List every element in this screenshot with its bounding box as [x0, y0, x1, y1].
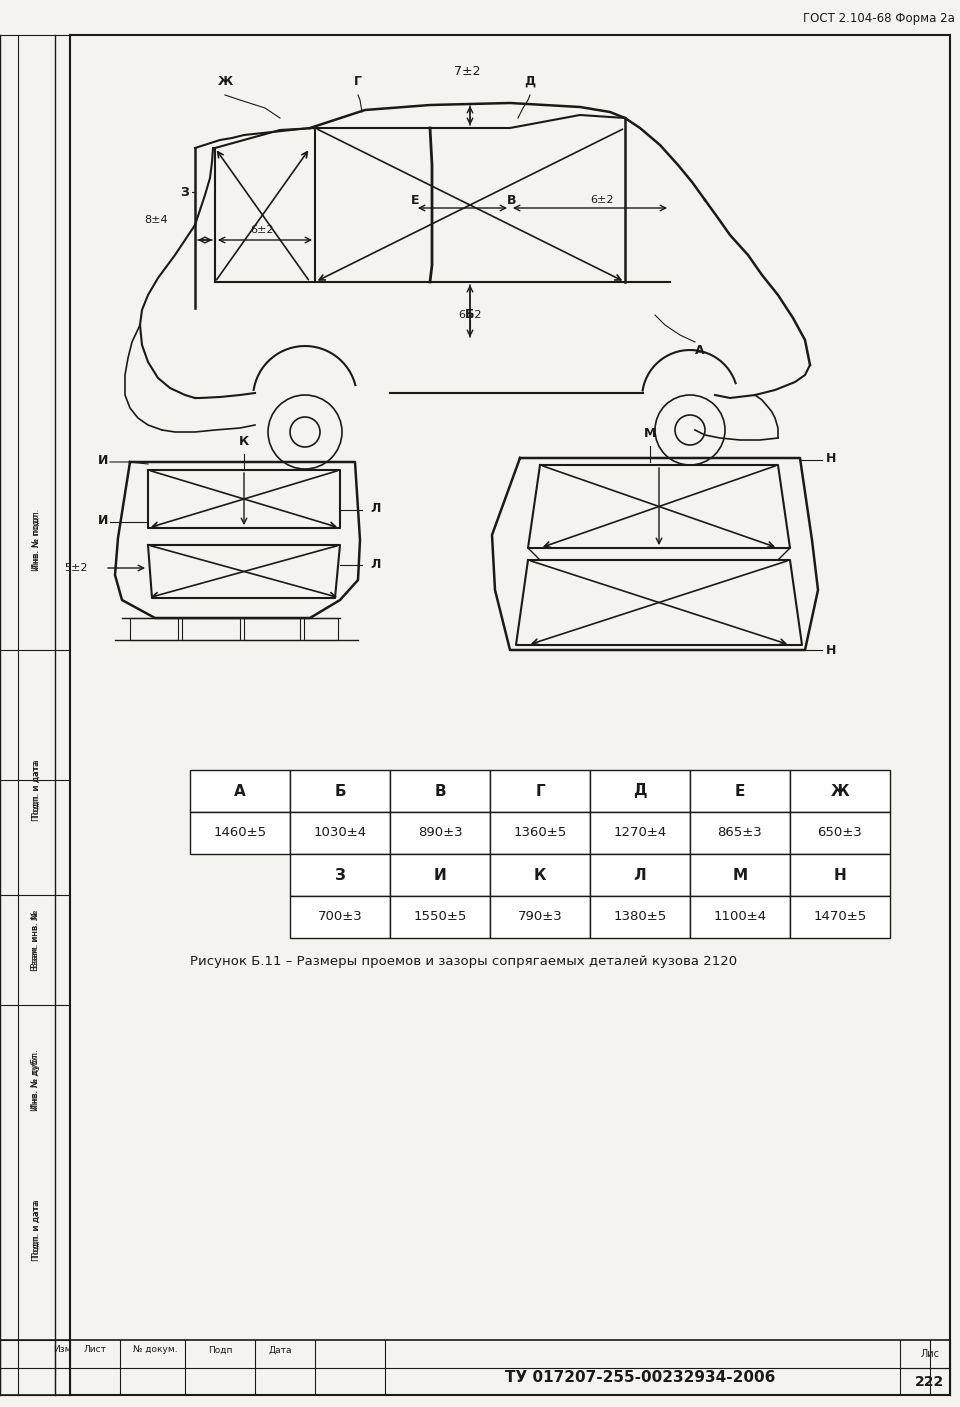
- Text: Д: Д: [634, 784, 647, 799]
- Text: Ж: Ж: [217, 75, 232, 89]
- Text: 5±2: 5±2: [64, 563, 88, 573]
- Text: М: М: [644, 426, 657, 440]
- Text: 890±3: 890±3: [418, 826, 463, 840]
- Text: № докум.: № докум.: [132, 1345, 178, 1355]
- Text: Н: Н: [826, 643, 836, 657]
- Text: 6±2: 6±2: [458, 310, 482, 319]
- Text: В: В: [434, 784, 445, 799]
- Text: Л: Л: [634, 868, 646, 882]
- Text: М: М: [732, 868, 748, 882]
- Bar: [790, 770, 890, 812]
- Text: В: В: [507, 194, 516, 207]
- Bar: [790, 896, 890, 938]
- Text: Лист: Лист: [84, 1345, 107, 1355]
- Bar: [590, 854, 690, 896]
- Text: 8±4: 8±4: [144, 215, 168, 225]
- Bar: [690, 812, 790, 854]
- Text: И: И: [98, 514, 108, 526]
- Text: 6±2: 6±2: [251, 225, 274, 235]
- Text: Подп. и дата: Подп. и дата: [32, 1199, 40, 1261]
- Text: И: И: [98, 453, 108, 467]
- Text: 650±3: 650±3: [818, 826, 862, 840]
- Text: Инв. № подл.: Инв. № подл.: [32, 511, 40, 568]
- Text: Взам. инв. №: Взам. инв. №: [32, 909, 40, 971]
- Text: Подп. и дата: Подп. и дата: [32, 760, 40, 820]
- Bar: [290, 896, 390, 938]
- Text: Лис: Лис: [921, 1349, 940, 1359]
- Bar: [390, 812, 490, 854]
- Text: Взам. инв. №: Взам. инв. №: [32, 912, 40, 968]
- Text: Б: Б: [334, 784, 346, 799]
- Text: 1360±5: 1360±5: [514, 826, 566, 840]
- Text: Рисунок Б.11 – Размеры проемов и зазоры сопрягаемых деталей кузова 2120: Рисунок Б.11 – Размеры проемов и зазоры …: [190, 955, 737, 968]
- Text: Д: Д: [524, 75, 536, 89]
- Text: З: З: [180, 186, 189, 198]
- Text: К: К: [239, 435, 249, 447]
- Text: Л: Л: [370, 559, 380, 571]
- Bar: [790, 812, 890, 854]
- Text: Изм: Изм: [53, 1345, 71, 1355]
- Bar: [590, 770, 690, 812]
- Text: Инв. № дубл.: Инв. № дубл.: [32, 1051, 40, 1109]
- Bar: [490, 854, 590, 896]
- Bar: [290, 854, 390, 896]
- Text: Инв. № подл.: Инв. № подл.: [32, 509, 40, 571]
- Bar: [490, 770, 590, 812]
- Bar: [790, 854, 890, 896]
- Text: А: А: [695, 343, 705, 356]
- Text: 1030±4: 1030±4: [313, 826, 367, 840]
- Text: 865±3: 865±3: [718, 826, 762, 840]
- Bar: [490, 812, 590, 854]
- Text: ТУ 017207-255-00232934-2006: ТУ 017207-255-00232934-2006: [505, 1370, 775, 1386]
- Text: 1100±4: 1100±4: [713, 910, 767, 923]
- Text: А: А: [234, 784, 246, 799]
- Text: Л: Л: [370, 501, 380, 515]
- Bar: [590, 896, 690, 938]
- Text: Г: Г: [535, 784, 545, 799]
- Text: 1550±5: 1550±5: [414, 910, 467, 923]
- Text: К: К: [534, 868, 546, 882]
- Bar: [690, 854, 790, 896]
- Text: Е: Е: [411, 194, 420, 207]
- Bar: [690, 896, 790, 938]
- Text: Подп. и дата: Подп. и дата: [32, 761, 40, 819]
- Text: 222: 222: [916, 1375, 945, 1389]
- Text: Ж: Ж: [830, 784, 850, 799]
- Text: Дата: Дата: [268, 1345, 292, 1355]
- Text: 1460±5: 1460±5: [213, 826, 267, 840]
- Text: 1270±4: 1270±4: [613, 826, 666, 840]
- Bar: [590, 812, 690, 854]
- Bar: [390, 770, 490, 812]
- Text: ГОСТ 2.104-68 Форма 2а: ГОСТ 2.104-68 Форма 2а: [804, 13, 955, 25]
- Text: И: И: [434, 868, 446, 882]
- Text: Инв. № дубл.: Инв. № дубл.: [32, 1050, 40, 1112]
- Bar: [190, 770, 290, 812]
- Text: З: З: [335, 868, 346, 882]
- Text: 1470±5: 1470±5: [813, 910, 867, 923]
- Text: Подп. и дата: Подп. и дата: [32, 1202, 40, 1258]
- Text: 790±3: 790±3: [517, 910, 563, 923]
- Text: 7±2: 7±2: [454, 65, 480, 77]
- Text: 1380±5: 1380±5: [613, 910, 666, 923]
- Bar: [390, 854, 490, 896]
- Text: Б: Б: [466, 308, 475, 321]
- Text: Подп: Подп: [207, 1345, 232, 1355]
- Text: Е: Е: [734, 784, 745, 799]
- Bar: [290, 812, 390, 854]
- Text: Г: Г: [354, 75, 362, 89]
- Bar: [390, 896, 490, 938]
- Bar: [690, 770, 790, 812]
- Bar: [490, 896, 590, 938]
- Text: Н: Н: [826, 452, 836, 464]
- Text: 700±3: 700±3: [318, 910, 362, 923]
- Bar: [290, 770, 390, 812]
- Bar: [190, 812, 290, 854]
- Text: 6±2: 6±2: [590, 196, 613, 205]
- Text: Н: Н: [833, 868, 847, 882]
